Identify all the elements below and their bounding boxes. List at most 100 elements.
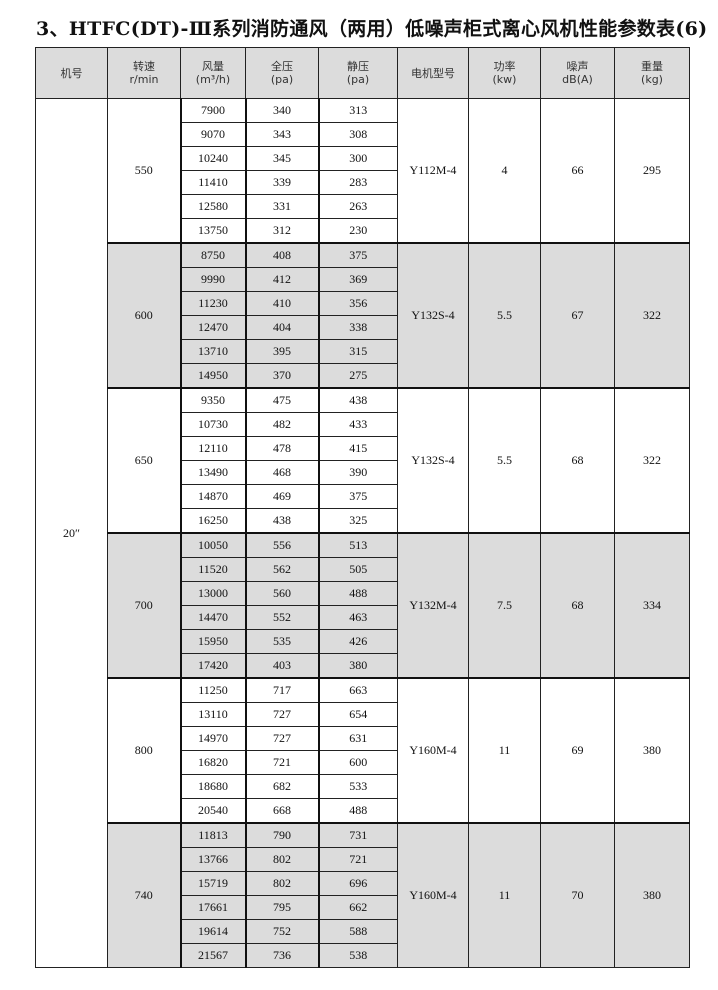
power-cell: 5.5 [468, 242, 541, 389]
airflow-cell: 18680 [179, 774, 247, 799]
total-pressure-cell: 556 [244, 532, 320, 558]
machine-no-cell: 20″ [35, 98, 108, 968]
table-row: 13110 727 654 [36, 702, 690, 727]
table-row: 11410 339 283 [36, 170, 690, 195]
total-pressure-cell: 752 [244, 919, 320, 944]
table-row: 17420 403 380 [36, 653, 690, 679]
static-pressure-cell: 356 [318, 291, 398, 316]
header-motor-model: 电机型号 [397, 47, 469, 99]
airflow-cell: 15719 [179, 871, 247, 896]
total-pressure-cell: 535 [244, 629, 320, 654]
static-pressure-cell: 300 [318, 146, 398, 171]
table-row: 9990 412 369 [36, 267, 690, 292]
power-cell: 4 [468, 98, 541, 244]
header-noise-label: 噪声 [566, 60, 589, 73]
noise-cell: 70 [540, 822, 615, 968]
header-airflow-label: 风量 [202, 60, 224, 73]
airflow-cell: 13000 [179, 581, 247, 606]
airflow-cell: 13490 [179, 460, 247, 485]
static-pressure-cell: 631 [318, 726, 398, 751]
table-row: 13000 560 488 [36, 581, 690, 606]
airflow-cell: 12470 [179, 315, 247, 340]
weight-cell: 380 [614, 677, 690, 824]
static-pressure-cell: 390 [318, 460, 398, 485]
airflow-cell: 12580 [179, 194, 247, 219]
speed-cell: 550 [107, 98, 181, 244]
airflow-cell: 11813 [179, 822, 247, 848]
static-pressure-cell: 488 [318, 798, 398, 824]
static-pressure-cell: 654 [318, 702, 398, 727]
total-pressure-cell: 345 [244, 146, 320, 171]
table-row: 14870 469 375 [36, 484, 690, 509]
table-row: 12110 478 415 [36, 436, 690, 461]
static-pressure-cell: 463 [318, 605, 398, 630]
static-pressure-cell: 325 [318, 508, 398, 534]
total-pressure-cell: 343 [244, 122, 320, 147]
total-pressure-cell: 410 [244, 291, 320, 316]
page-title: 3、HTFC(DT)-Ⅲ系列消防通风（两用）低噪声柜式离心风机性能参数表(6) [36, 18, 708, 40]
header-power-label: 功率 [493, 60, 516, 73]
static-pressure-cell: 283 [318, 170, 398, 195]
static-pressure-cell: 533 [318, 774, 398, 799]
header-weight: 重量 (kg) [614, 47, 690, 99]
table-row: 18680 682 533 [36, 774, 690, 799]
total-pressure-cell: 482 [244, 412, 320, 437]
airflow-cell: 10730 [179, 412, 247, 437]
table-row: 800 11250 717 663 Y160M-4 11 69 380 [36, 677, 690, 824]
total-pressure-cell: 560 [244, 581, 320, 606]
header-noise: 噪声 dB(A) [540, 47, 615, 99]
static-pressure-cell: 263 [318, 194, 398, 219]
noise-cell: 68 [540, 387, 615, 534]
weight-cell: 295 [614, 98, 690, 244]
table-row: 600 8750 408 375 Y132S-4 5.5 67 322 [36, 242, 690, 389]
header-weight-label: 重量 [641, 60, 663, 73]
total-pressure-cell: 552 [244, 605, 320, 630]
table-row: 9070 343 308 [36, 122, 690, 147]
header-noise-unit: dB(A) [562, 73, 593, 86]
table-row: 21567 736 538 [36, 943, 690, 968]
weight-cell: 334 [614, 532, 690, 679]
total-pressure-cell: 370 [244, 363, 320, 389]
total-pressure-cell: 331 [244, 194, 320, 219]
table-row: 13490 468 390 [36, 460, 690, 485]
table-row: 17661 795 662 [36, 895, 690, 920]
airflow-cell: 15950 [179, 629, 247, 654]
total-pressure-cell: 802 [244, 847, 320, 872]
speed-cell: 700 [107, 532, 181, 679]
total-pressure-cell: 412 [244, 267, 320, 292]
total-pressure-cell: 312 [244, 218, 320, 244]
weight-cell: 322 [614, 387, 690, 534]
header-total-pressure-unit: (pa) [270, 73, 294, 86]
table-row: 14970 727 631 [36, 726, 690, 751]
total-pressure-cell: 668 [244, 798, 320, 824]
table-row: 10240 345 300 [36, 146, 690, 171]
total-pressure-cell: 403 [244, 653, 320, 679]
header-power: 功率 (kw) [468, 47, 541, 99]
total-pressure-cell: 395 [244, 339, 320, 364]
header-weight-unit: (kg) [641, 73, 663, 86]
table-row: 13750 312 230 [36, 218, 690, 244]
airflow-cell: 14870 [179, 484, 247, 509]
total-pressure-cell: 736 [244, 943, 320, 968]
airflow-cell: 14970 [179, 726, 247, 751]
power-cell: 5.5 [468, 387, 541, 534]
weight-cell: 322 [614, 242, 690, 389]
static-pressure-cell: 369 [318, 267, 398, 292]
power-cell: 7.5 [468, 532, 541, 679]
table-row: 13766 802 721 [36, 847, 690, 872]
static-pressure-cell: 433 [318, 412, 398, 437]
total-pressure-cell: 468 [244, 460, 320, 485]
header-total-pressure: 全压 (pa) [245, 47, 319, 99]
noise-cell: 66 [540, 98, 615, 244]
airflow-cell: 9070 [179, 122, 247, 147]
total-pressure-cell: 478 [244, 436, 320, 461]
noise-cell: 69 [540, 677, 615, 824]
airflow-cell: 13766 [179, 847, 247, 872]
static-pressure-cell: 505 [318, 557, 398, 582]
header-static-pressure: 静压 (pa) [318, 47, 398, 99]
total-pressure-cell: 562 [244, 557, 320, 582]
static-pressure-cell: 375 [318, 242, 398, 268]
total-pressure-cell: 721 [244, 750, 320, 775]
motor-model-cell: Y160M-4 [397, 677, 469, 824]
static-pressure-cell: 731 [318, 822, 398, 848]
